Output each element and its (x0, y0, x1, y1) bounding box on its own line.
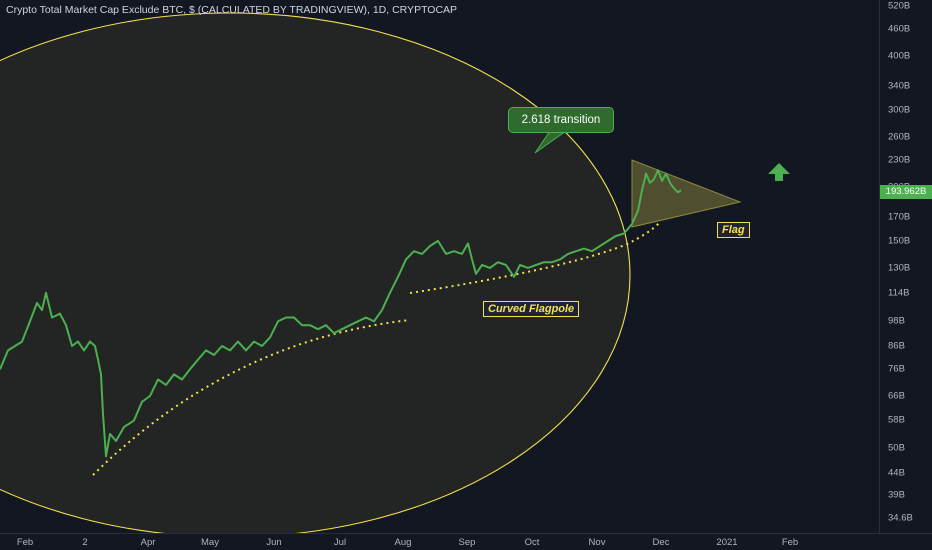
flag-label[interactable]: Flag (717, 222, 750, 238)
time-tick-label: Jul (333, 537, 347, 548)
time-tick-label: Feb (781, 537, 799, 548)
price-tick-label: 520B (888, 0, 911, 12)
time-tick-label: Feb (16, 537, 34, 548)
time-tick-label: Sep (458, 537, 476, 548)
chart-title: Crypto Total Market Cap Exclude BTC, $ (… (6, 4, 458, 16)
fibonacci-ellipse (0, 12, 631, 538)
price-tick-label: 400B (888, 50, 911, 62)
time-tick-label: Oct (524, 537, 540, 548)
price-tick-label: 76B (888, 363, 905, 375)
price-tick-label: 98B (888, 315, 905, 327)
price-tick-label: 58B (888, 414, 905, 426)
time-tick-label: Aug (394, 537, 412, 548)
time-tick-label: Nov (588, 537, 606, 548)
price-tick-label: 150B (888, 235, 911, 247)
time-tick-label: 2021 (716, 537, 738, 548)
time-tick-label: May (201, 537, 219, 548)
trendline-upper (409, 221, 661, 294)
price-tick-label: 260B (888, 131, 911, 143)
price-tick-label: 230B (888, 154, 911, 166)
time-axis[interactable] (0, 533, 932, 550)
price-tick-label: 460B (888, 23, 911, 35)
time-tick-label: Dec (652, 537, 670, 548)
price-axis[interactable] (879, 0, 932, 533)
time-tick-label: Jun (266, 537, 282, 548)
price-tick-label: 39B (888, 489, 905, 501)
price-tick-label: 300B (888, 104, 911, 116)
price-line (0, 169, 682, 458)
price-tick-label: 114B (888, 287, 910, 299)
callout-label[interactable]: 2.618 transition (508, 107, 614, 133)
price-tick-label: 130B (888, 262, 911, 274)
price-tick-label: 50B (888, 442, 905, 454)
price-tick-label: 86B (888, 340, 905, 352)
price-tick-label: 340B (888, 80, 911, 92)
flag-triangle (631, 159, 742, 228)
time-tick-label: Apr (140, 537, 156, 548)
price-tick-label: 170B (888, 211, 911, 223)
up-arrow-icon (768, 163, 790, 181)
flagpole-label[interactable]: Curved Flagpole (483, 301, 580, 317)
last-price-label: 193.962B (880, 185, 932, 199)
time-tick-label: 2 (82, 537, 88, 548)
price-tick-label: 66B (888, 390, 905, 402)
price-tick-label: 34.6B (888, 512, 913, 524)
price-tick-label: 44B (888, 467, 905, 479)
